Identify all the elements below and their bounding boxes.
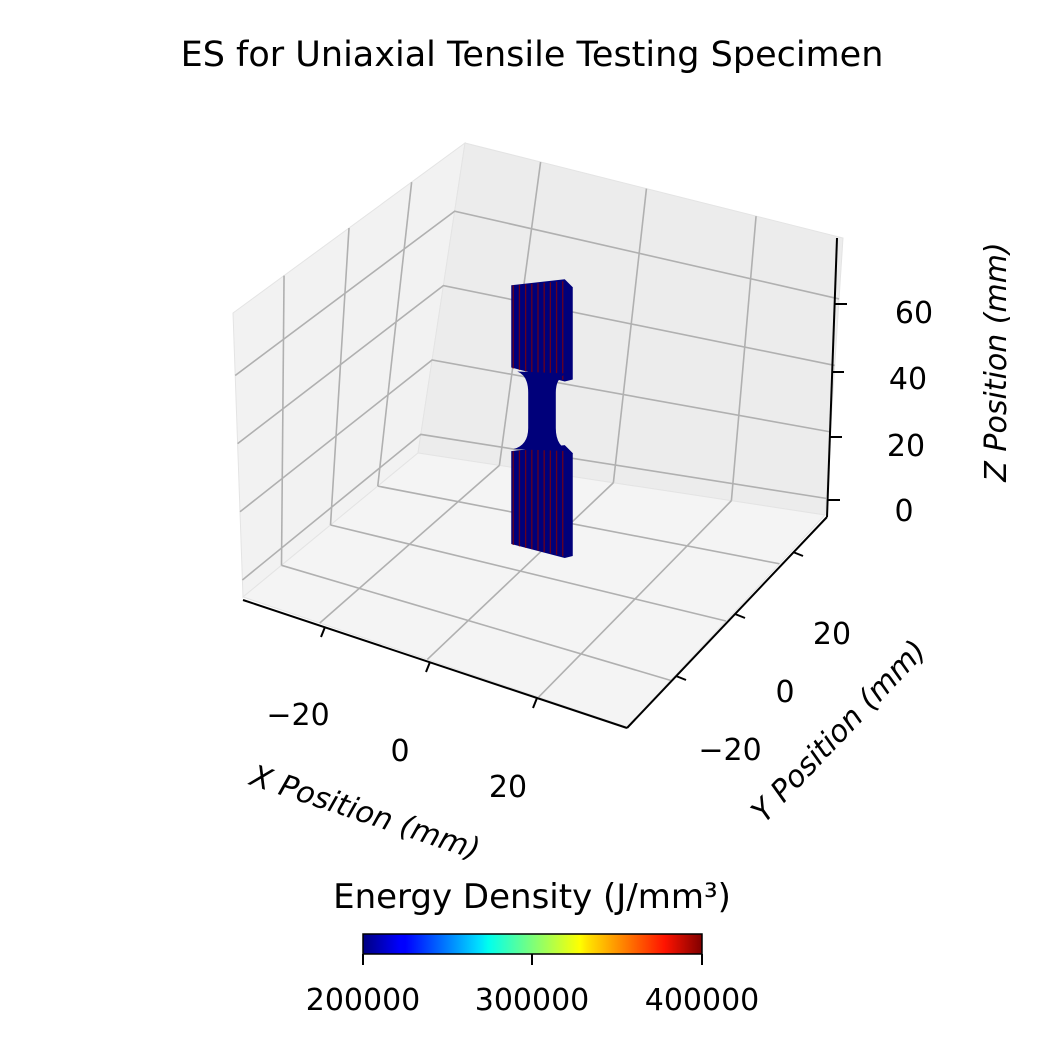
z-tick-label-20: 20 (887, 429, 925, 464)
colorbar-tick-label-400000: 400000 (645, 983, 760, 1018)
upper-grip (511, 279, 573, 382)
z-tick-label-0: 0 (894, 494, 913, 529)
grid-lines (234, 161, 840, 698)
y-tick-label-20: 20 (813, 617, 851, 652)
grid-line-y-floor-2 (281, 564, 671, 682)
grid-line-y-left-0 (376, 182, 413, 487)
y-tick-1 (734, 613, 746, 619)
colorbar-label: Energy Density (J/mm³) (333, 877, 731, 917)
grid-line-z-2 (237, 284, 835, 445)
grid-line-y-floor-0 (377, 485, 780, 565)
x-tick-label-20: 20 (489, 770, 527, 805)
floor-pane (241, 452, 827, 728)
y-tick-label-0: 0 (775, 675, 794, 710)
axes-3d (232, 141, 847, 729)
x-tick-label-neg20: −20 (266, 698, 329, 733)
lower-grip (511, 445, 573, 558)
colorbar-tick-label-300000: 300000 (475, 983, 590, 1018)
colorbar: Energy Density (J/mm³) 200000 300000 400… (306, 877, 760, 1018)
colorbar-gradient (362, 933, 703, 955)
x-tick-0 (320, 626, 326, 638)
grid-line-z-1 (239, 359, 831, 513)
grid-line-z-3 (234, 210, 840, 377)
y-axis-label: Y Position (mm) (745, 633, 934, 829)
axis-ticks (320, 303, 847, 709)
x-axis-line (242, 599, 628, 729)
x-tick-2 (532, 697, 538, 709)
x-tick-label-0: 0 (390, 734, 409, 769)
x-axis-label: X Position (mm) (244, 758, 484, 867)
z-tick-label-40: 40 (889, 362, 927, 397)
colorbar-tick-label-200000: 200000 (306, 983, 421, 1018)
specimen-scatter (511, 279, 573, 558)
grid-line-x-back-2 (730, 216, 757, 501)
gauge-section (513, 371, 571, 452)
z-axis-label: Z Position (mm) (979, 242, 1014, 482)
y-tick-0 (675, 675, 687, 681)
x-tick-1 (425, 661, 431, 673)
grid-line-x-back-1 (612, 188, 648, 483)
z-tick-label-60: 60 (895, 296, 933, 331)
z-axis-line (826, 237, 838, 518)
grid-line-y-left-1 (329, 227, 350, 526)
y-tick-label-neg20: −20 (698, 733, 761, 768)
chart-title: ES for Uniaxial Tensile Testing Specimen (181, 35, 884, 75)
grid-line-z-0 (241, 433, 827, 581)
grid-line-y-left-2 (280, 275, 285, 566)
y-tick-2 (792, 551, 804, 557)
grid-line-y-floor-1 (330, 524, 727, 622)
